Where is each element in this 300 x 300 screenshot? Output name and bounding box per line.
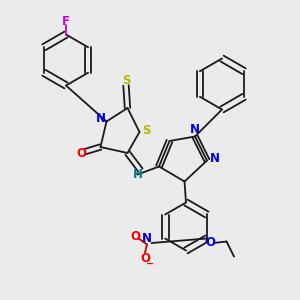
Text: O: O: [140, 252, 150, 266]
Text: −: −: [146, 259, 154, 269]
Text: N: N: [190, 123, 200, 136]
Text: S: S: [142, 124, 150, 137]
Text: H: H: [133, 168, 142, 181]
Text: N: N: [142, 232, 152, 245]
Text: O: O: [76, 147, 86, 160]
Text: N: N: [209, 152, 220, 166]
Text: N: N: [96, 112, 106, 125]
Text: O: O: [130, 230, 140, 244]
Text: S: S: [122, 74, 130, 88]
Text: F: F: [62, 14, 70, 28]
Text: O: O: [205, 236, 215, 250]
